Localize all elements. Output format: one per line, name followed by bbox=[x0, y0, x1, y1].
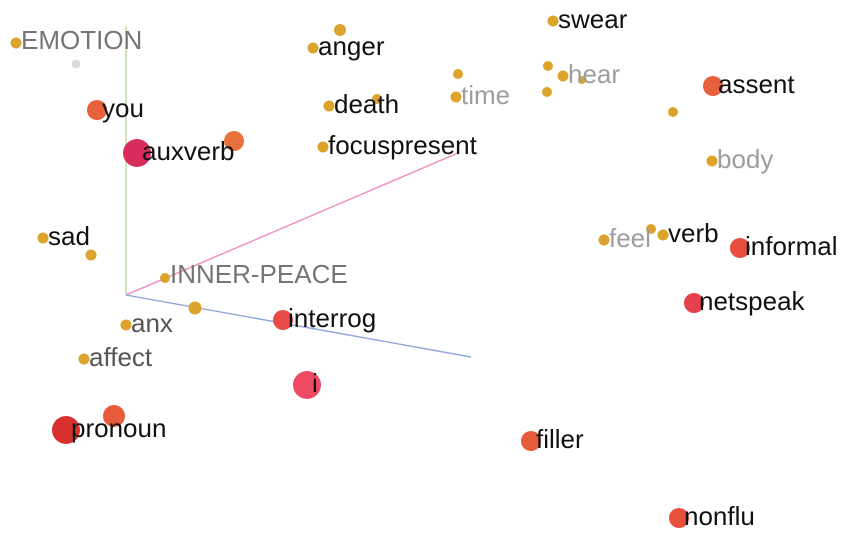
point-hear[interactable]: hear bbox=[557, 59, 621, 89]
point-label: assent bbox=[718, 69, 795, 99]
background-point[interactable] bbox=[668, 107, 678, 117]
background-point[interactable] bbox=[85, 249, 97, 261]
background-point[interactable] bbox=[542, 87, 552, 97]
point-anger[interactable]: anger bbox=[307, 31, 385, 61]
point-label: death bbox=[334, 89, 399, 119]
point-marker[interactable] bbox=[120, 319, 132, 331]
point-time[interactable]: time bbox=[450, 80, 511, 110]
point-marker[interactable] bbox=[37, 232, 49, 244]
point-netspeak[interactable]: netspeak bbox=[684, 286, 806, 316]
point-label: pronoun bbox=[71, 413, 166, 443]
axis-line-third bbox=[125, 294, 472, 358]
point-auxverb[interactable]: auxverb bbox=[123, 136, 235, 167]
background-point[interactable] bbox=[10, 37, 22, 49]
point-label: swear bbox=[558, 4, 628, 34]
point-marker[interactable] bbox=[521, 431, 541, 451]
point-marker[interactable] bbox=[730, 238, 750, 258]
point-marker[interactable] bbox=[323, 100, 335, 112]
background-point[interactable] bbox=[578, 76, 586, 84]
point-label: hear bbox=[568, 59, 620, 89]
point-marker[interactable] bbox=[706, 155, 718, 167]
point-anx[interactable]: anx bbox=[120, 308, 173, 338]
point-i[interactable]: i bbox=[293, 368, 321, 399]
point-body[interactable]: body bbox=[706, 144, 774, 174]
point-label: informal bbox=[745, 231, 837, 261]
point-label: feel bbox=[609, 223, 651, 253]
background-point[interactable] bbox=[188, 301, 202, 315]
point-label: filler bbox=[536, 424, 584, 454]
point-marker[interactable] bbox=[547, 15, 559, 27]
point-label: affect bbox=[89, 342, 153, 372]
point-label: interrog bbox=[288, 303, 376, 333]
point-marker[interactable] bbox=[123, 139, 151, 167]
points-layer[interactable]: swear anger hear assent time death you auxverb f… bbox=[10, 4, 838, 531]
point-feel[interactable]: feel bbox=[598, 223, 651, 253]
point-label: nonflu bbox=[684, 501, 755, 531]
point-affect[interactable]: affect bbox=[78, 342, 153, 372]
point-verb[interactable]: verb bbox=[657, 218, 719, 248]
point-label: sad bbox=[48, 221, 90, 251]
point-you[interactable]: you bbox=[87, 93, 144, 123]
point-marker[interactable] bbox=[703, 76, 723, 96]
point-label: auxverb bbox=[142, 136, 235, 166]
point-label: time bbox=[461, 80, 510, 110]
point-pronoun[interactable]: pronoun bbox=[52, 413, 166, 444]
point-assent[interactable]: assent bbox=[703, 69, 795, 99]
point-marker[interactable] bbox=[87, 100, 107, 120]
point-marker[interactable] bbox=[450, 91, 462, 103]
point-marker[interactable] bbox=[78, 353, 90, 365]
axis-label-inner-peace: INNER-PEACE bbox=[170, 259, 348, 289]
point-label: netspeak bbox=[699, 286, 806, 316]
background-point[interactable] bbox=[453, 69, 463, 79]
point-marker[interactable] bbox=[317, 141, 329, 153]
axis-line-inner-peace bbox=[125, 152, 459, 296]
point-marker[interactable] bbox=[557, 70, 569, 82]
point-nonflu[interactable]: nonflu bbox=[669, 501, 755, 531]
point-swear[interactable]: swear bbox=[547, 4, 628, 34]
point-sad[interactable]: sad bbox=[37, 221, 90, 251]
background-point[interactable] bbox=[543, 61, 553, 71]
point-label: body bbox=[717, 144, 773, 174]
point-marker[interactable] bbox=[669, 508, 689, 528]
background-point[interactable] bbox=[372, 94, 382, 104]
background-point[interactable] bbox=[71, 59, 81, 69]
point-marker[interactable] bbox=[307, 42, 319, 54]
point-marker[interactable] bbox=[657, 229, 669, 241]
point-label: anger bbox=[318, 31, 385, 61]
point-focuspresent[interactable]: focuspresent bbox=[317, 130, 478, 160]
point-label: anx bbox=[131, 308, 173, 338]
point-marker[interactable] bbox=[273, 310, 293, 330]
point-death[interactable]: death bbox=[323, 89, 400, 119]
axis-label-emotion: EMOTION bbox=[21, 25, 142, 55]
point-marker[interactable] bbox=[293, 371, 321, 399]
point-interrog[interactable]: interrog bbox=[273, 303, 376, 333]
background-point[interactable] bbox=[646, 224, 656, 234]
point-filler[interactable]: filler bbox=[521, 424, 584, 454]
background-point[interactable] bbox=[224, 131, 244, 151]
point-label: i bbox=[312, 368, 318, 398]
background-point[interactable] bbox=[103, 405, 125, 427]
background-point[interactable] bbox=[334, 24, 346, 36]
point-label: verb bbox=[668, 218, 719, 248]
point-label: focuspresent bbox=[328, 130, 478, 160]
point-marker[interactable] bbox=[684, 293, 704, 313]
background-point[interactable] bbox=[160, 273, 170, 283]
point-label: you bbox=[102, 93, 144, 123]
point-marker[interactable] bbox=[598, 234, 610, 246]
point-informal[interactable]: informal bbox=[730, 231, 837, 261]
point-marker[interactable] bbox=[52, 416, 80, 444]
